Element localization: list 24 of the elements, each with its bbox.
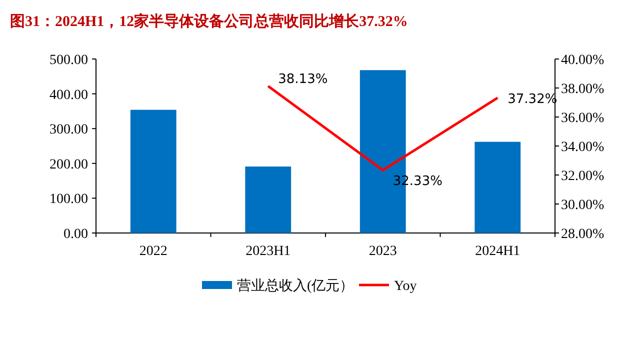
y-tick-label: 300.00: [50, 122, 88, 138]
y2-tick-label: 32.00%: [561, 169, 604, 184]
legend-label: Yoy: [394, 279, 417, 294]
y-tick-label: 500.00: [50, 53, 88, 68]
y2-tick-label: 38.00%: [561, 82, 604, 97]
x-tick-label: 2023: [368, 244, 397, 259]
y-tick-label: 400.00: [50, 88, 88, 103]
x-tick-label: 2024H1: [475, 244, 520, 259]
y-tick-label: 0.00: [64, 227, 88, 242]
legend-label: 营业总收入(亿元）: [237, 278, 354, 294]
chart-title: 图31：2024H1，12家半导体设备公司总营收同比增长37.32%: [10, 12, 408, 30]
bar: [130, 110, 176, 233]
y2-tick-label: 34.00%: [561, 140, 604, 155]
y2-tick-label: 36.00%: [561, 111, 604, 126]
y-tick-label: 200.00: [50, 157, 88, 172]
y2-tick-label: 40.00%: [561, 53, 604, 68]
y2-tick-label: 30.00%: [561, 198, 604, 213]
bar: [474, 142, 521, 233]
bar: [245, 166, 292, 233]
y-tick-label: 100.00: [50, 192, 88, 208]
y2-tick-label: 28.00%: [561, 227, 604, 242]
data-label: 38.13%: [278, 72, 328, 88]
x-tick-label: 2022: [139, 244, 168, 259]
x-tick-label: 2023H1: [246, 244, 291, 259]
